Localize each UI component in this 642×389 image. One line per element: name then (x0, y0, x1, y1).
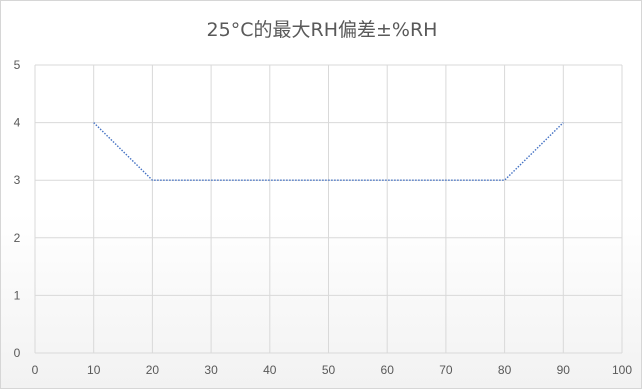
y-tick-label-5: 5 (14, 58, 21, 72)
x-tick-label-20: 20 (146, 363, 160, 377)
y-tick-label-2: 2 (14, 231, 21, 245)
x-tick-label-100: 100 (612, 363, 632, 377)
x-tick-label-80: 80 (498, 363, 512, 377)
x-tick-label-50: 50 (322, 363, 336, 377)
y-tick-label-4: 4 (14, 116, 21, 130)
series-line-0 (93, 122, 564, 181)
x-tick-label-40: 40 (263, 363, 277, 377)
y-tick-label-1: 1 (14, 288, 21, 302)
x-tick-label-10: 10 (87, 363, 101, 377)
x-tick-label-60: 60 (381, 363, 395, 377)
x-tick-label-90: 90 (557, 363, 571, 377)
x-tick-label-70: 70 (439, 363, 453, 377)
y-tick-label-0: 0 (14, 346, 21, 360)
y-tick-label-3: 3 (14, 173, 21, 187)
x-tick-label-0: 0 (32, 363, 39, 377)
x-tick-label-30: 30 (204, 363, 218, 377)
chart-title: 25°C的最大RH偏差±%RH (206, 19, 438, 41)
